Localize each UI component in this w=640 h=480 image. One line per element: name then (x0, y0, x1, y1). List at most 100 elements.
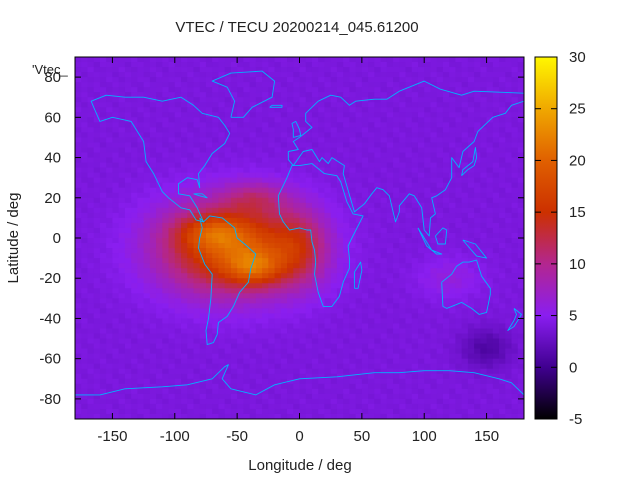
heatmap-cell (168, 353, 176, 360)
heatmap-cell (124, 378, 132, 385)
heatmap-cell (361, 308, 369, 315)
heatmap-cell (156, 127, 163, 134)
heatmap-cell (237, 92, 244, 98)
heatmap-cell (449, 222, 457, 229)
heatmap-cell (424, 383, 432, 390)
heatmap-cell (305, 308, 313, 315)
heatmap-cell (75, 177, 82, 184)
heatmap-cell (224, 258, 232, 264)
heatmap-cell (411, 378, 419, 385)
heatmap-cell (467, 217, 475, 224)
heatmap-cell (449, 152, 457, 159)
heatmap-cell (461, 187, 469, 194)
heatmap-cell (187, 82, 195, 88)
heatmap-cell (131, 238, 138, 244)
heatmap-cell (511, 142, 519, 149)
heatmap-cell (162, 333, 170, 340)
heatmap-cell (399, 263, 407, 269)
heatmap-cell (106, 328, 114, 335)
heatmap-cell (343, 202, 350, 209)
heatmap-cell (499, 117, 506, 123)
heatmap-cell (374, 388, 382, 395)
heatmap-cell (442, 303, 450, 309)
heatmap-cell (237, 378, 244, 385)
heatmap-cell (305, 333, 313, 340)
heatmap-cell (517, 212, 524, 219)
heatmap-cell (349, 353, 357, 360)
heatmap-cell (205, 348, 213, 355)
heatmap-cell (480, 348, 488, 355)
heatmap-cell (424, 147, 432, 154)
heatmap-cell (349, 383, 357, 390)
heatmap-cell (287, 243, 294, 249)
heatmap-cell (467, 192, 475, 199)
heatmap-cell (249, 67, 257, 73)
heatmap-cell (474, 122, 481, 128)
heatmap-cell (149, 222, 157, 229)
heatmap-cell (187, 298, 195, 304)
heatmap-cell (75, 368, 82, 375)
heatmap-cell (461, 393, 469, 400)
heatmap-cell (81, 283, 89, 289)
heatmap-cell (131, 308, 138, 315)
heatmap-cell (218, 192, 226, 199)
heatmap-cell (349, 253, 357, 259)
heatmap-cell (374, 227, 382, 234)
heatmap-cell (461, 268, 469, 274)
heatmap-cell (386, 232, 394, 239)
heatmap-cell (305, 348, 313, 355)
heatmap-cell (93, 278, 101, 284)
heatmap-cell (455, 398, 463, 405)
heatmap-cell (224, 303, 232, 309)
heatmap-cell (99, 303, 107, 309)
heatmap-cell (417, 182, 425, 189)
heatmap-cell (187, 308, 195, 315)
heatmap-cell (380, 232, 388, 239)
heatmap-cell (386, 142, 394, 149)
heatmap-cell (149, 132, 157, 139)
heatmap-cell (336, 187, 344, 194)
heatmap-cell (299, 303, 307, 309)
heatmap-cell (486, 97, 494, 103)
heatmap-cell (480, 177, 488, 184)
heatmap-cell (75, 202, 82, 209)
heatmap-cell (93, 217, 101, 224)
heatmap-cell (280, 187, 288, 194)
heatmap-cell (199, 283, 207, 289)
heatmap-cell (174, 358, 182, 365)
heatmap-cell (274, 268, 282, 274)
heatmap-cell (249, 107, 257, 113)
heatmap-cell (380, 72, 388, 78)
heatmap-cell (424, 72, 432, 78)
heatmap-cell (181, 323, 188, 330)
heatmap-cell (205, 318, 213, 325)
heatmap-cell (311, 177, 319, 184)
heatmap-cell (461, 147, 469, 154)
heatmap-cell (417, 167, 425, 174)
heatmap-cell (75, 258, 82, 264)
heatmap-cell (156, 137, 163, 144)
heatmap-cell (149, 162, 157, 169)
heatmap-cell (212, 393, 220, 400)
heatmap-cell (280, 248, 288, 254)
heatmap-cell (112, 212, 120, 219)
heatmap-cell (480, 102, 488, 108)
heatmap-cell (243, 368, 251, 375)
heatmap-cell (262, 283, 269, 289)
heatmap-cell (255, 318, 263, 325)
heatmap-cell (168, 373, 176, 380)
heatmap-cell (324, 273, 332, 279)
heatmap-cell (474, 343, 481, 350)
heatmap-cell (262, 378, 269, 385)
heatmap-cell (461, 338, 469, 345)
heatmap-cell (467, 102, 475, 108)
heatmap-cell (193, 112, 201, 118)
heatmap-cell (511, 298, 519, 304)
heatmap-cell (330, 268, 338, 274)
heatmap-cell (405, 167, 413, 174)
heatmap-cell (87, 92, 95, 98)
heatmap-cell (174, 67, 182, 73)
heatmap-cell (199, 127, 207, 134)
heatmap-cell (424, 328, 432, 335)
heatmap-cell (199, 82, 207, 88)
